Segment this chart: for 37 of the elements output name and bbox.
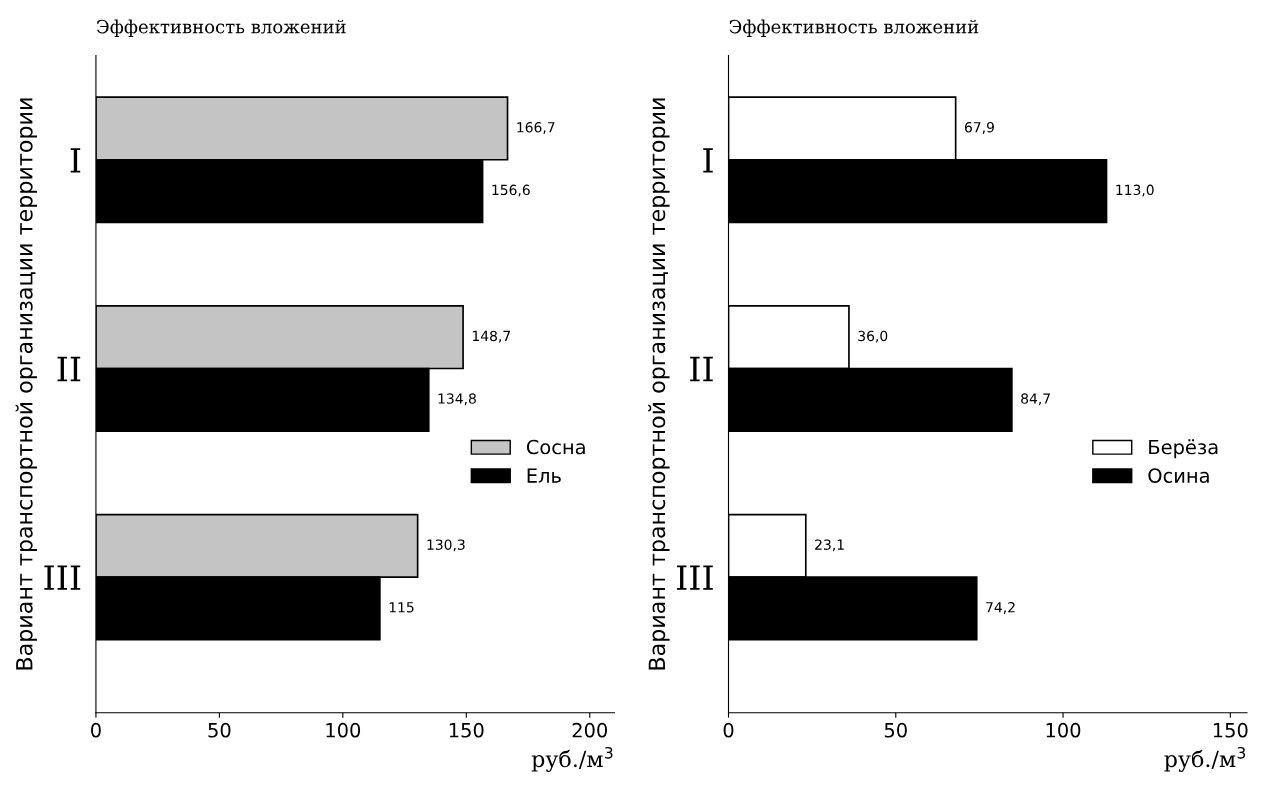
x-tick-label: 150 <box>1213 722 1248 738</box>
data-label: 36,0 <box>858 330 888 343</box>
x-tick-label: 0 <box>91 722 101 738</box>
legend-label: Берёза <box>1149 439 1218 459</box>
x-tick-label: 100 <box>1046 722 1081 738</box>
data-label: 166,7 <box>517 122 555 134</box>
x-tick-label: 0 <box>723 722 734 738</box>
x-tick-label: 100 <box>326 722 361 738</box>
x-axis-title: руб./м$^{3}$ <box>531 746 613 772</box>
data-label: 115 <box>389 602 414 613</box>
data-label: 130,3 <box>427 539 465 552</box>
y-axis-title: Вариант транспортной организации территории <box>15 98 37 670</box>
data-label: 148,7 <box>472 330 510 343</box>
chart-title: Эффективность вложений <box>729 19 979 37</box>
y-tick-label: II <box>57 356 81 382</box>
chart-title: Эффективность вложений <box>96 19 346 37</box>
legend-label: Ель <box>527 468 561 483</box>
legend-label: Осина <box>1148 468 1209 483</box>
data-label: 23,1 <box>815 539 844 552</box>
y-tick-label: I <box>70 148 81 173</box>
x-tick-label: 200 <box>572 722 608 738</box>
data-label: 134,8 <box>438 393 476 406</box>
legend-label: Сосна <box>526 439 585 455</box>
y-tick-label: III <box>676 565 713 590</box>
data-label: 156,6 <box>492 184 530 197</box>
y-tick-label: I <box>703 148 713 173</box>
data-label: 67,9 <box>964 122 994 134</box>
data-label: 74,2 <box>986 601 1015 614</box>
y-tick-label: III <box>44 565 81 590</box>
x-tick-label: 150 <box>449 722 484 738</box>
y-tick-label: II <box>690 356 713 382</box>
x-axis-title: руб./м$^{3}$ <box>1164 746 1246 772</box>
y-axis-title: Вариант транспортной организации территории <box>648 98 670 670</box>
x-tick-label: 50 <box>208 722 231 738</box>
data-label: 113,0 <box>1116 184 1154 197</box>
x-tick-label: 50 <box>884 722 907 738</box>
data-label: 84,7 <box>1021 393 1050 406</box>
